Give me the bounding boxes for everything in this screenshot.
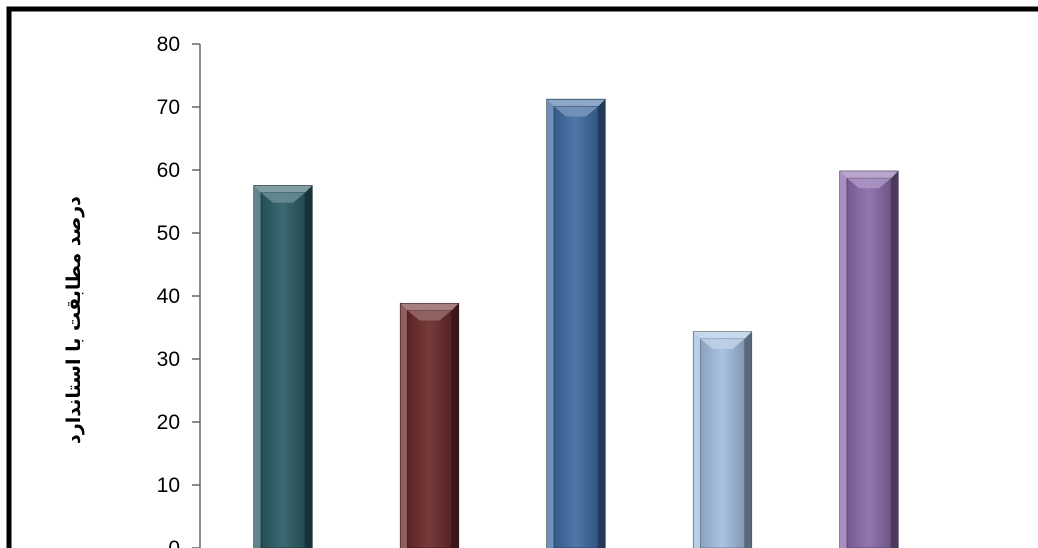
bar-face bbox=[700, 338, 745, 548]
bar-cap bbox=[700, 338, 745, 349]
y-tick-label: 50 bbox=[157, 222, 180, 245]
bar-bevel-left bbox=[840, 171, 847, 548]
bar bbox=[692, 331, 753, 548]
bar-bevel-left bbox=[693, 331, 701, 548]
bar-face bbox=[553, 106, 599, 548]
bar-face bbox=[846, 177, 892, 548]
bar bbox=[839, 170, 899, 548]
bar-bevel-top bbox=[400, 303, 459, 311]
y-tick-label: 30 bbox=[157, 348, 180, 371]
y-axis: 0 10 20 30 40 50 60 70 80 bbox=[157, 33, 201, 548]
bar-cap bbox=[261, 192, 305, 203]
y-tick-label: 10 bbox=[157, 474, 180, 497]
bar-cap bbox=[847, 178, 891, 189]
bar-bevel-right bbox=[598, 99, 605, 548]
y-tick-label: 60 bbox=[157, 159, 180, 182]
bars-group bbox=[253, 98, 899, 548]
bar-bevel-left bbox=[254, 185, 261, 548]
y-tick-label: 70 bbox=[157, 96, 180, 119]
bar-bevel-top bbox=[547, 99, 605, 107]
bar-bevel-top bbox=[254, 185, 312, 193]
y-tick-label: 80 bbox=[157, 33, 180, 56]
bar-bevel-right bbox=[891, 171, 898, 548]
y-tick-label: 40 bbox=[157, 285, 180, 308]
y-axis-title: درصد مطابقت با استاندارد bbox=[63, 196, 85, 444]
bar-bevel-right bbox=[451, 303, 459, 548]
bar-bevel-left bbox=[547, 99, 554, 548]
bar-face bbox=[407, 310, 452, 548]
y-tick-label: 0 bbox=[168, 537, 180, 548]
chart-area-border bbox=[6, 6, 1038, 548]
y-tick-label: 20 bbox=[157, 411, 180, 434]
bar-bevel-top bbox=[840, 171, 898, 179]
bar-bevel-left bbox=[400, 303, 408, 548]
bar-bevel-right bbox=[305, 185, 312, 548]
bar-face bbox=[260, 192, 306, 548]
bar bbox=[399, 302, 460, 548]
bar-cap bbox=[407, 310, 452, 321]
bar bbox=[546, 98, 606, 548]
bar-cap bbox=[554, 106, 598, 117]
bar-bevel-right bbox=[744, 331, 752, 548]
bar bbox=[253, 185, 313, 548]
bar-bevel-top bbox=[693, 331, 752, 339]
